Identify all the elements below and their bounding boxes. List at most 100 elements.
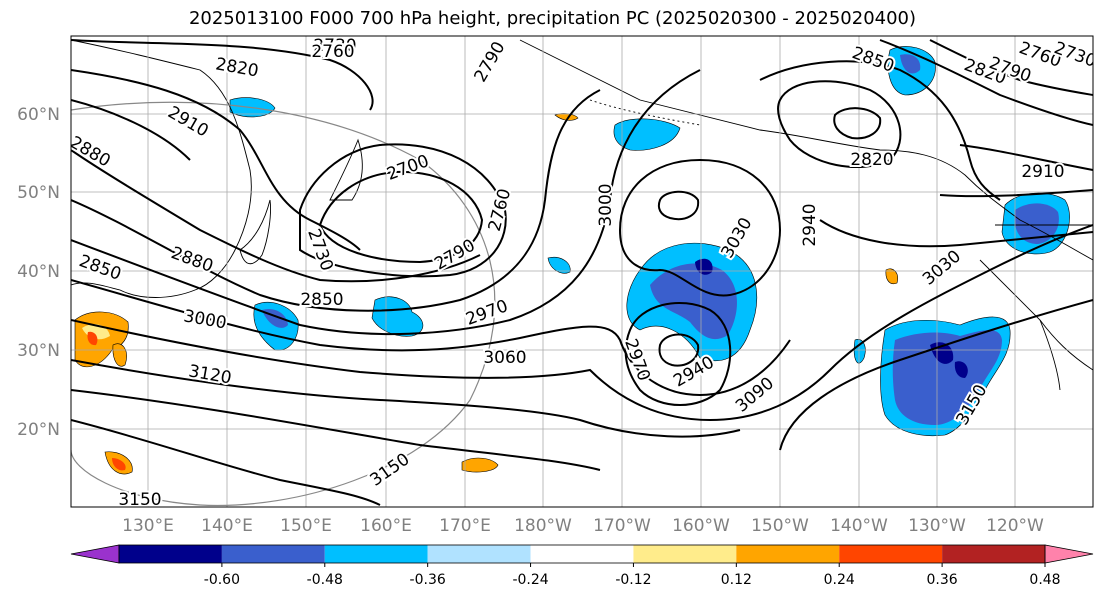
shade-blob (954, 361, 968, 378)
longitude-label: 160°W (672, 516, 730, 536)
height-contour (71, 419, 381, 506)
coastline-asia (71, 39, 252, 298)
great-circle-arc (71, 101, 496, 507)
colorbar: -0.60 -0.48 -0.36 -0.24 -0.12 0.12 0.24 0.36 0.4… (70, 544, 1094, 588)
colorbar-swatch (221, 545, 325, 563)
longitude-label: 150°E (280, 516, 332, 536)
contour-label: 3060 (483, 348, 526, 368)
contour-label: 3000 (596, 183, 616, 226)
contour-label: 2820 (850, 150, 893, 170)
latitude-labels: 60°N 50°N 40°N 30°N 20°N (17, 105, 60, 440)
colorbar-swatch (324, 545, 428, 563)
colorbar-extend-low (70, 544, 120, 564)
longitude-label: 140°E (201, 516, 253, 536)
colorbar-swatch (736, 545, 840, 563)
height-contour (71, 389, 601, 471)
coastlines (71, 39, 1093, 391)
height-contour (71, 89, 601, 312)
longitude-label: 180°W (514, 516, 572, 536)
shade-blob (371, 296, 424, 337)
height-contours (71, 39, 1093, 506)
colorbar-extend-high (1044, 544, 1094, 564)
shade-blob (547, 257, 571, 274)
contour-label: 3150 (118, 490, 161, 510)
contour-label: 2760 (311, 42, 354, 62)
colorbar-swatch (530, 545, 634, 563)
colorbar-tick-label: -0.24 (512, 572, 548, 588)
height-contour (657, 190, 700, 220)
height-contour (318, 170, 484, 264)
map-frame (70, 35, 1094, 508)
height-contour (658, 333, 700, 367)
colorbar-tick-label: -0.60 (204, 572, 240, 588)
colorbar-tick-label: 0.24 (824, 572, 855, 588)
shade-blob (853, 339, 866, 364)
contour-label: 2850 (300, 290, 343, 310)
coastline-aleutians (589, 99, 701, 126)
contour-label: 2730 (313, 36, 356, 56)
colorbar-swatch (839, 545, 943, 563)
height-contour (71, 224, 1093, 422)
height-contour (779, 299, 1093, 451)
height-contour (299, 143, 507, 278)
colorbar-swatch (119, 545, 222, 563)
height-contour (777, 80, 902, 168)
colorbar-tick-label: -0.12 (615, 572, 651, 588)
colorbar-tick-label: 0.12 (721, 572, 752, 588)
height-contour (71, 69, 361, 251)
shade-blob (112, 458, 126, 471)
shade-blob (885, 268, 898, 285)
height-contour (71, 279, 791, 397)
colorbar-tick-label: -0.48 (307, 572, 343, 588)
height-contour (819, 219, 1093, 248)
longitude-labels: 130°E 140°E 150°E 160°E 170°E 180°W 170°W 160°W… (122, 516, 1044, 536)
coastline-japan (239, 199, 271, 265)
coastline-kamchatka (329, 138, 363, 201)
longitude-label: 140°W (830, 516, 888, 536)
height-contour (929, 39, 1093, 96)
shade-blob (650, 263, 738, 340)
colorbar-frame (118, 544, 1046, 564)
height-contour (939, 189, 1093, 198)
shade-blob (461, 457, 499, 473)
latitude-label: 20°N (17, 420, 60, 440)
latitude-label: 60°N (17, 105, 60, 125)
height-contour (71, 69, 701, 336)
shade-blob (87, 331, 98, 346)
colorbar-tick-label: 0.36 (927, 572, 958, 588)
longitude-label: 170°W (593, 516, 651, 536)
height-contour (624, 302, 732, 406)
colorbar-swatch (427, 545, 531, 563)
longitude-label: 160°E (360, 516, 412, 536)
graticule (71, 36, 1093, 507)
coastline-baja (1039, 319, 1061, 391)
longitude-label: 150°W (751, 516, 809, 536)
shade-blob (112, 343, 127, 367)
map-title: 2025013100 F000 700 hPa height, precipit… (188, 8, 917, 29)
latitude-label: 30°N (17, 341, 60, 361)
height-contour (618, 158, 782, 297)
longitude-label: 130°E (122, 516, 174, 536)
contour-label: 2910 (1021, 162, 1064, 182)
height-contour (959, 144, 1093, 171)
longitude-label: 130°W (908, 516, 966, 536)
height-contour (759, 60, 1001, 201)
colorbar-swatch (633, 545, 737, 563)
height-contour (833, 107, 882, 140)
coastline-alaska (519, 39, 1093, 261)
colorbar-tick-label: -0.36 (410, 572, 446, 588)
colorbar-swatch (942, 545, 1045, 563)
longitude-label: 120°W (986, 516, 1044, 536)
contour-label: 2940 (800, 203, 820, 246)
shade-blob (613, 118, 681, 151)
height-contour (71, 39, 374, 111)
coastline-namerica (979, 259, 1093, 371)
height-contour (71, 99, 191, 161)
latitude-label: 50°N (17, 183, 60, 203)
colorbar-tick-label: 0.48 (1029, 572, 1060, 588)
longitude-label: 170°E (439, 516, 491, 536)
latitude-label: 40°N (17, 262, 60, 282)
shade-blob (900, 54, 921, 74)
height-contour (71, 359, 741, 438)
